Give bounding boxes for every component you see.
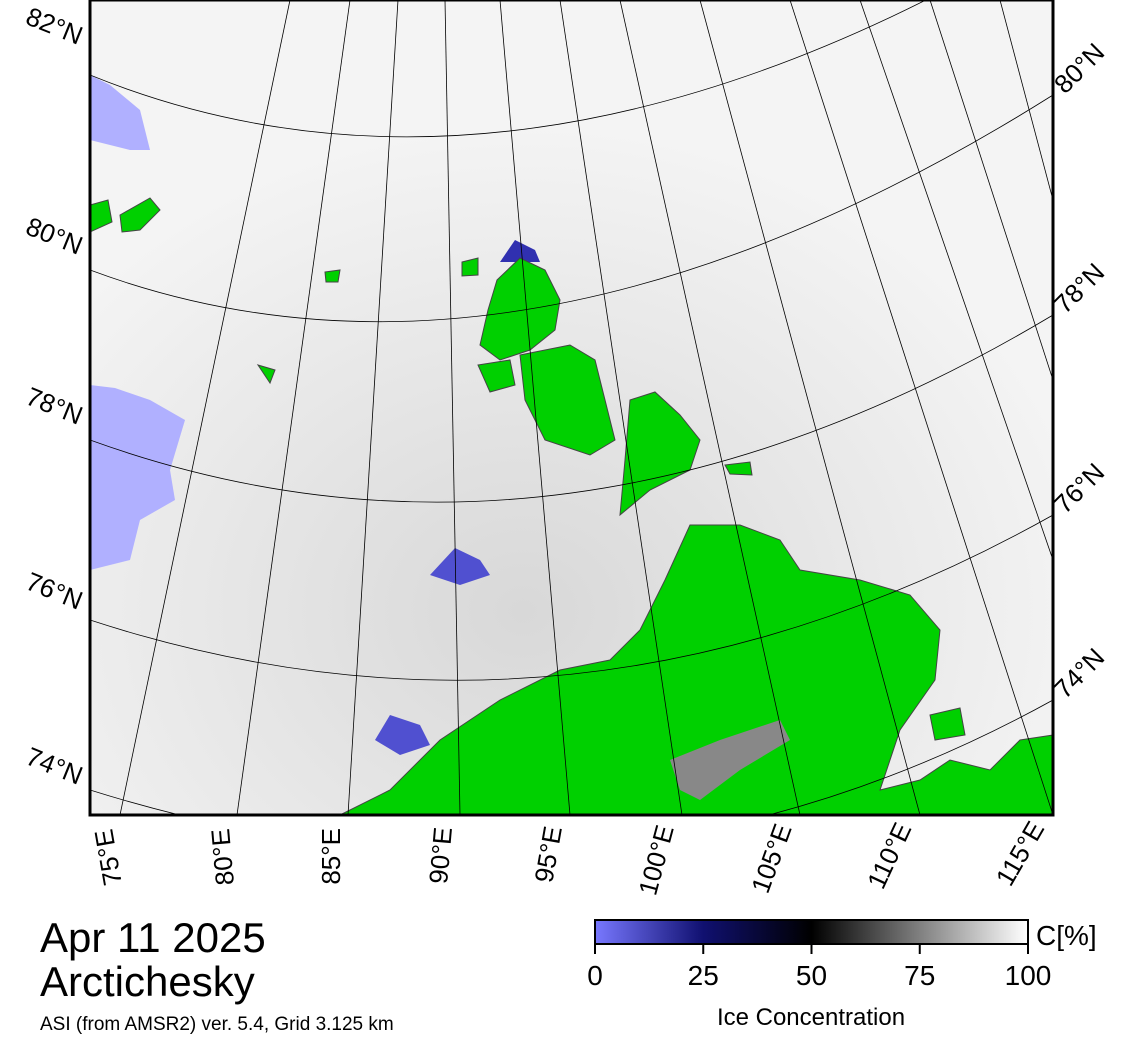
latitude-label: 76°N [1048, 457, 1110, 519]
colorbar-tick-label: 50 [796, 960, 827, 991]
colorbar-tick-label: 100 [1005, 960, 1052, 991]
latitude-label: 78°N [1048, 257, 1110, 319]
latitude-label: 80°N [1048, 37, 1110, 99]
latitude-label: 74°N [22, 741, 87, 791]
source: ASI (from AMSR2) ver. 5.4, Grid 3.125 km [40, 1014, 394, 1035]
region: Arctichesky [40, 958, 255, 1005]
longitude-label: 105°E [745, 820, 798, 897]
open-water [375, 715, 430, 755]
latitude-label: 76°N [22, 566, 87, 616]
map-area [90, 0, 1053, 815]
longitude-label: 115°E [990, 816, 1051, 891]
colorbar-unit: C[%] [1036, 920, 1097, 951]
open-water [430, 548, 490, 585]
longitude-label: 75°E [88, 827, 127, 888]
longitude-label: 90°E [423, 826, 458, 885]
longitude-label: 110°E [861, 818, 917, 893]
latitude-label: 74°N [1048, 642, 1110, 704]
land [90, 197, 1053, 815]
longitude-label: 100°E [632, 822, 679, 898]
colorbar-tick-label: 0 [587, 960, 603, 991]
colorbar-tick-label: 25 [688, 960, 719, 991]
open-water [500, 240, 540, 262]
open-water [90, 385, 185, 570]
longitude-label: 85°E [316, 828, 346, 885]
colorbar [594, 919, 1029, 945]
latitude-label: 82°N [22, 1, 87, 51]
latitude-label: 78°N [22, 381, 87, 431]
latitude-label: 80°N [22, 211, 87, 261]
land-ice [670, 720, 790, 800]
longitude-label: 95°E [529, 824, 568, 885]
colorbar-tick-label: 75 [904, 960, 935, 991]
date: Apr 11 2025 [40, 914, 266, 961]
colorbar-label: Ice Concentration [717, 1004, 905, 1031]
graticule [90, 0, 1053, 815]
map-frame [88, 0, 1055, 817]
longitude-label: 80°E [205, 827, 240, 886]
open-water [90, 75, 150, 150]
